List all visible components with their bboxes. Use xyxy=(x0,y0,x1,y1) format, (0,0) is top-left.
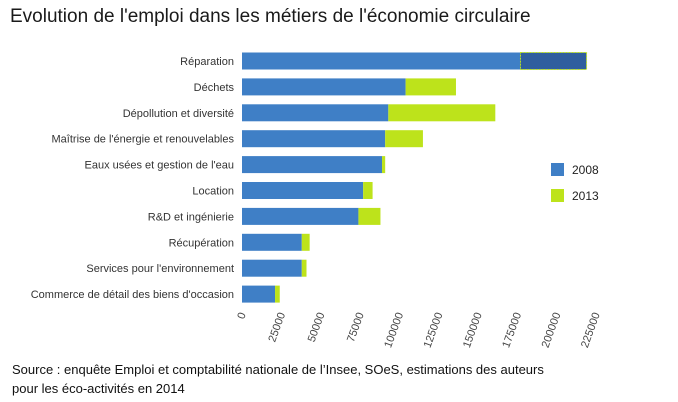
bar-2013 xyxy=(363,182,373,199)
x-tick-label: 25000 xyxy=(266,311,288,344)
x-tick-label: 175000 xyxy=(500,311,524,350)
bar-2013 xyxy=(385,130,423,148)
bar-2013 xyxy=(382,156,386,174)
x-tick-label: 100000 xyxy=(382,311,406,350)
bar-2013 xyxy=(275,285,280,303)
bar-2008 xyxy=(242,104,389,122)
bar-2013 xyxy=(405,78,456,96)
x-tick-label: 75000 xyxy=(345,311,367,344)
x-tick-label: 150000 xyxy=(461,311,485,350)
bar-2013 xyxy=(519,52,588,70)
bar-2013 xyxy=(388,104,496,122)
chart-title: Evolution de l'emploi dans les métiers d… xyxy=(10,6,531,27)
x-tick-label: 0 xyxy=(235,311,248,321)
bar-2008 xyxy=(242,233,302,251)
bar-2008 xyxy=(242,156,383,174)
bar-2008 xyxy=(242,52,521,70)
x-tick-label: 200000 xyxy=(540,311,564,350)
category-label: Réparation xyxy=(180,56,234,68)
x-tick-label: 125000 xyxy=(422,311,446,350)
category-label: Déchets xyxy=(194,82,235,94)
bar-2008 xyxy=(242,78,406,96)
category-label: Maîtrise de l'énergie et renouvelables xyxy=(52,134,235,146)
category-label: Récupération xyxy=(169,237,234,249)
category-label: Commerce de détail des biens d'occasion xyxy=(31,289,234,301)
category-label: Eaux usées et gestion de l'eau xyxy=(85,160,234,172)
bar-2013 xyxy=(301,233,310,251)
bar-2013 xyxy=(301,259,307,277)
bar-2008 xyxy=(242,182,364,199)
source-note: Source : enquête Emploi et comptabilité … xyxy=(12,362,544,396)
bar-2008 xyxy=(242,259,302,277)
category-label: R&D et ingénierie xyxy=(148,211,234,223)
bar-2008 xyxy=(242,130,386,148)
legend-swatch-2008 xyxy=(551,163,564,176)
category-label: Location xyxy=(192,186,234,198)
bar-chart: Réparation Déchets Dépollution et diversit… xyxy=(31,52,603,350)
x-tick-label: 50000 xyxy=(306,311,328,344)
legend-label-2008: 2008 xyxy=(572,163,599,177)
bar-2008 xyxy=(242,285,276,303)
bar-2008 xyxy=(242,207,359,225)
category-label: Services pour l'environnement xyxy=(86,263,234,275)
bar-2013 xyxy=(358,207,381,225)
category-label: Dépollution et diversité xyxy=(123,108,234,120)
x-tick-label: 225000 xyxy=(579,311,603,350)
legend-label-2013: 2013 xyxy=(572,189,599,203)
legend-swatch-2013 xyxy=(551,189,564,202)
